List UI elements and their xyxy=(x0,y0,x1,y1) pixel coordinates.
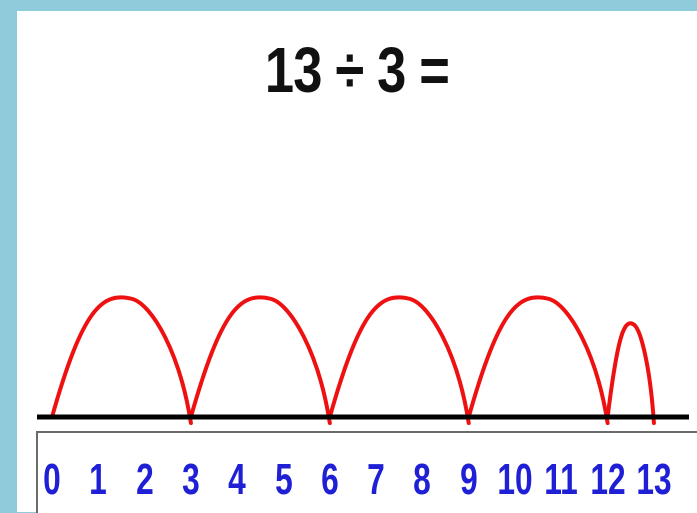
number-label-10: 10 xyxy=(497,455,532,505)
jump-arc-3-to-6 xyxy=(191,297,330,423)
number-label-5: 5 xyxy=(275,455,293,505)
number-label-4: 4 xyxy=(228,455,246,505)
number-label-6: 6 xyxy=(321,455,339,505)
jump-arc-9-to-12 xyxy=(469,297,608,423)
jump-arc-12-to-13 xyxy=(608,323,654,423)
number-label-13: 13 xyxy=(636,455,671,505)
number-label-12: 12 xyxy=(590,455,625,505)
worksheet-panel: 13 ÷ 3 = 0 1 2 3 4 5 6 7 8 9 10 11 12 13 xyxy=(17,11,697,512)
number-label-11: 11 xyxy=(545,455,578,505)
jump-arcs xyxy=(52,297,654,423)
jump-arc-0-to-3 xyxy=(52,297,191,423)
number-label-3: 3 xyxy=(182,455,200,505)
number-label-7: 7 xyxy=(367,455,385,505)
number-label-1: 1 xyxy=(89,455,107,505)
number-label-0: 0 xyxy=(43,455,61,505)
number-label-8: 8 xyxy=(414,455,432,505)
number-label-2: 2 xyxy=(136,455,154,505)
jump-arc-6-to-9 xyxy=(330,297,469,423)
number-label-9: 9 xyxy=(460,455,478,505)
